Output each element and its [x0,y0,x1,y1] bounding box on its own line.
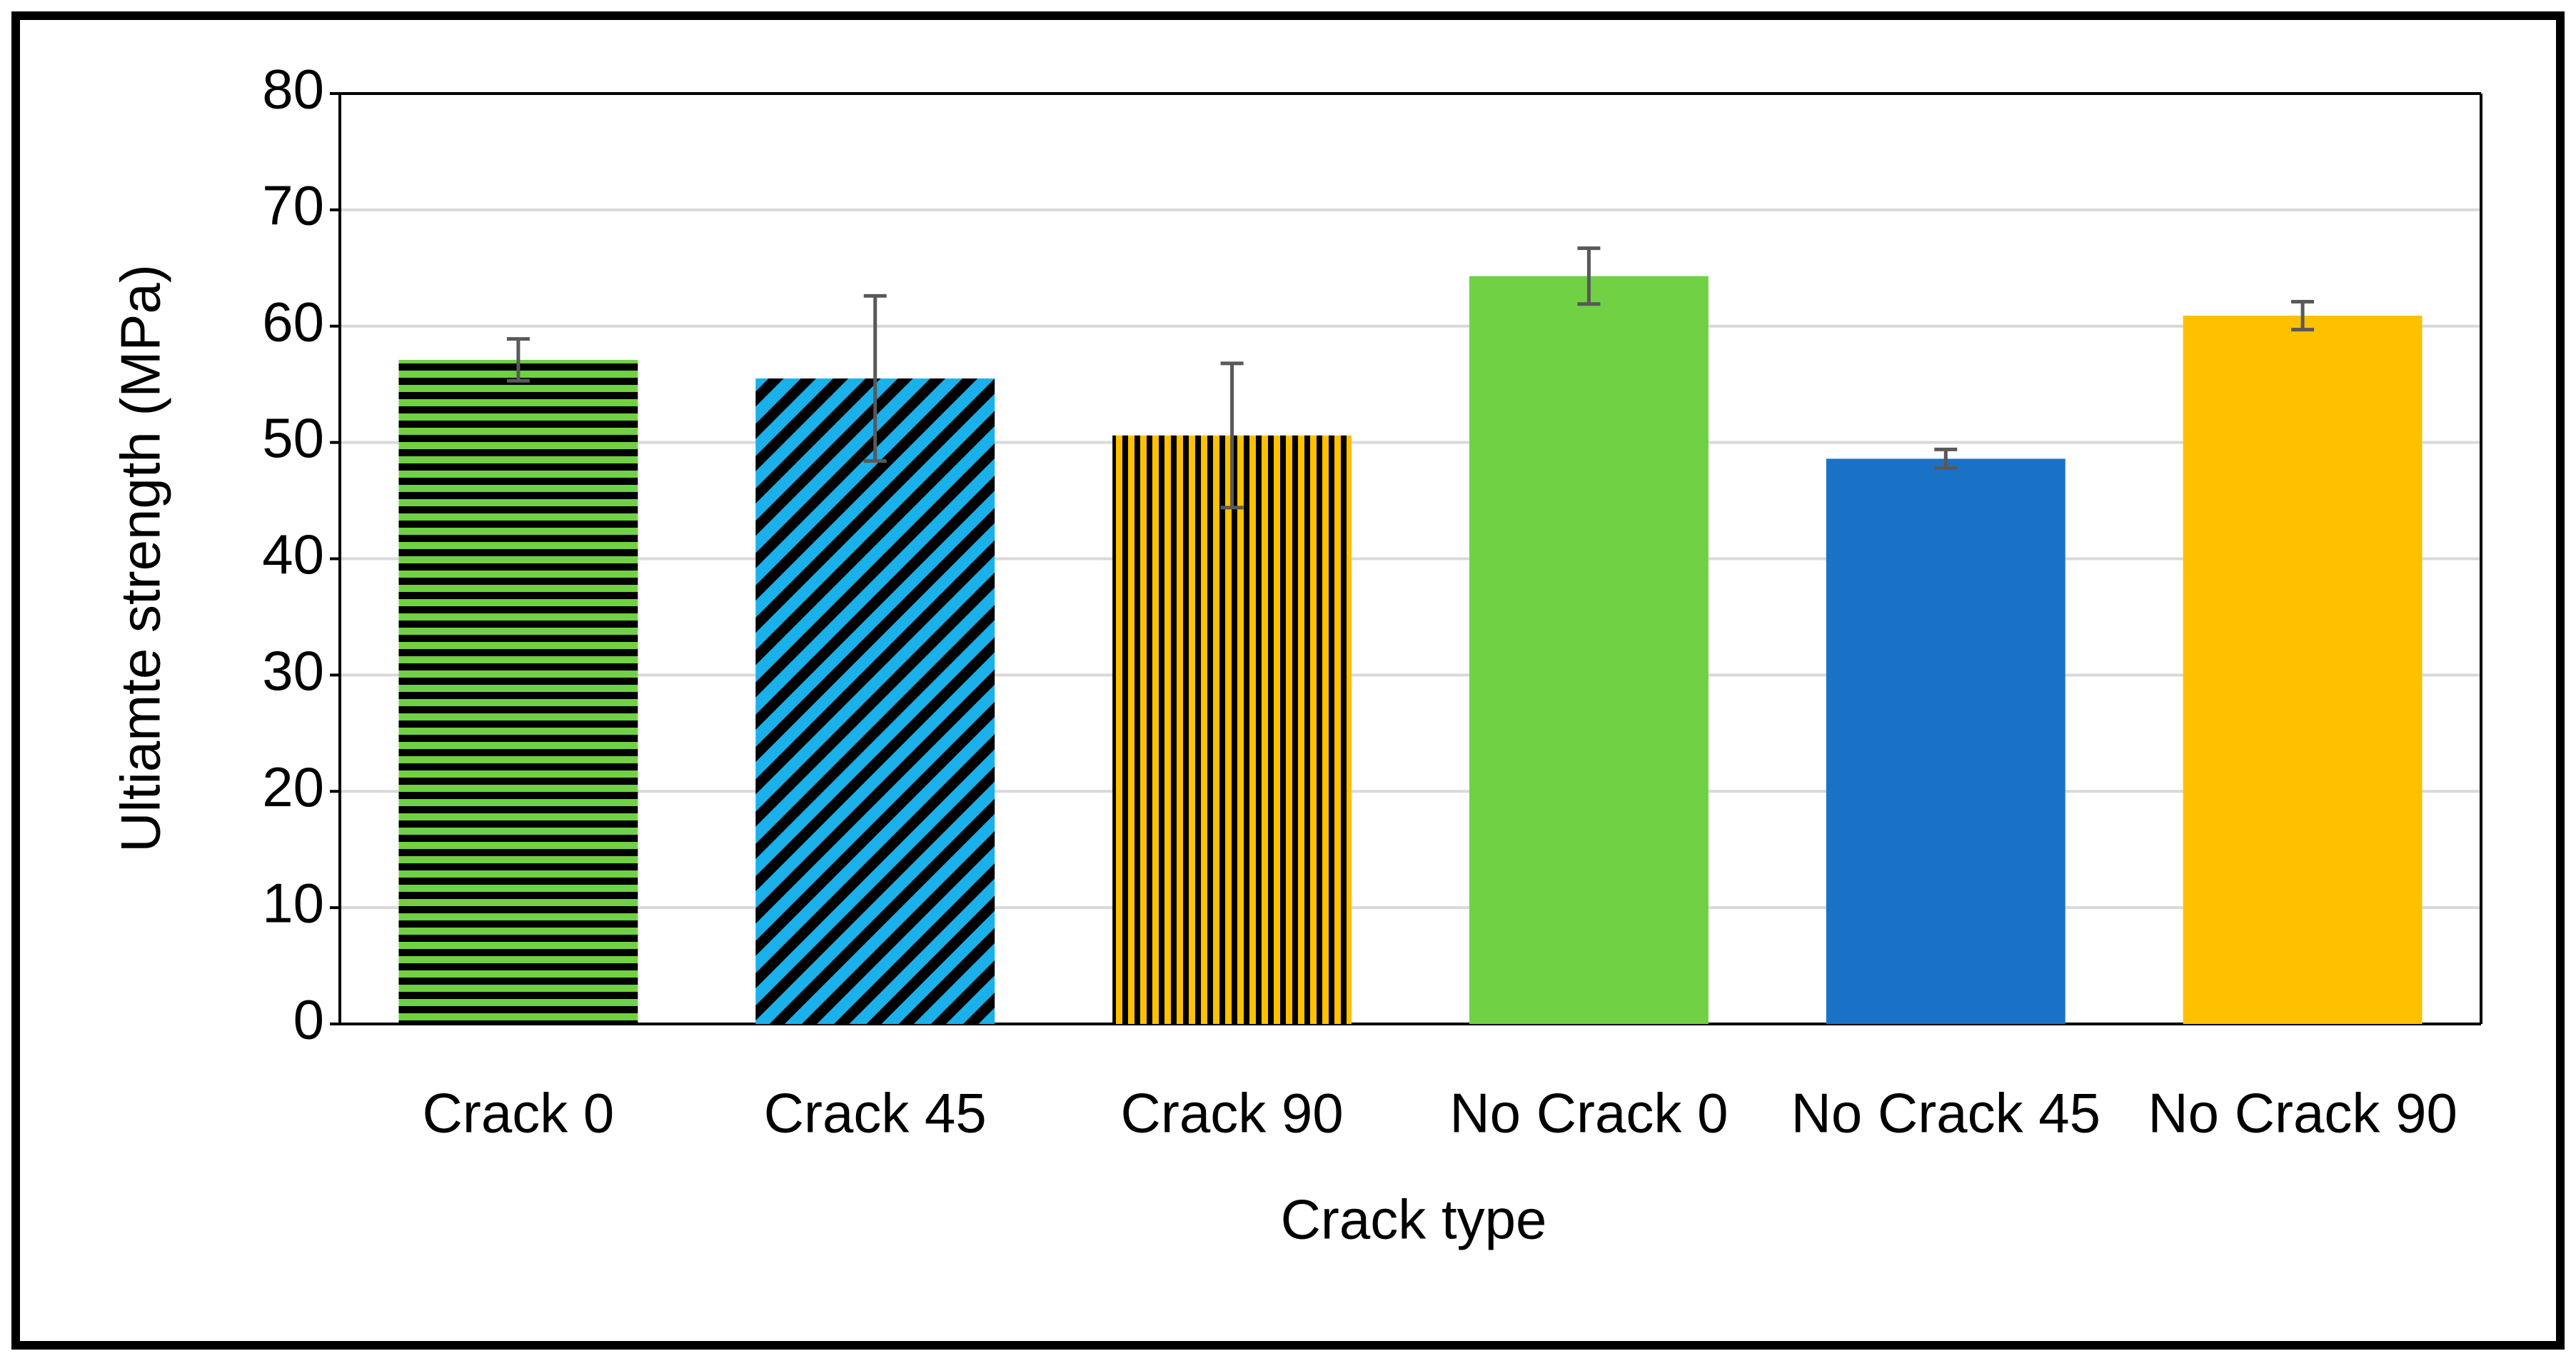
y-tick-label: 10 [262,872,324,935]
bar [2183,316,2422,1024]
error-bar [1934,447,1958,470]
error-bar [1577,246,1601,306]
x-tick-label: No Crack 0 [1449,1082,1728,1145]
bar [1826,458,2066,1024]
error-bar [863,293,887,463]
bar [1469,276,1709,1024]
error-bar [506,337,530,383]
x-tick-label: Crack 0 [423,1082,615,1145]
y-tick-label: 0 [293,988,324,1051]
bar [1112,435,1352,1024]
y-tick-label: 20 [262,755,324,818]
error-bar [1220,361,1244,510]
y-tick-label: 40 [262,523,324,586]
bar [755,378,995,1024]
y-tick-label: 60 [262,290,324,353]
error-bar [2291,300,2315,332]
x-tick-label: Crack 45 [764,1082,987,1145]
y-tick-label: 30 [262,639,324,702]
bar [398,359,638,1024]
x-tick-label: Crack 90 [1121,1082,1344,1145]
y-tick-label: 80 [262,58,324,121]
x-tick-label: No Crack 90 [2148,1082,2457,1145]
y-axis-title: Ultiamte strength (MPa) [109,264,172,853]
y-tick-label: 50 [262,406,324,469]
y-tick-label: 70 [262,174,324,236]
x-tick-label: No Crack 45 [1791,1082,2101,1145]
x-axis-title: Crack type [1281,1188,1547,1251]
